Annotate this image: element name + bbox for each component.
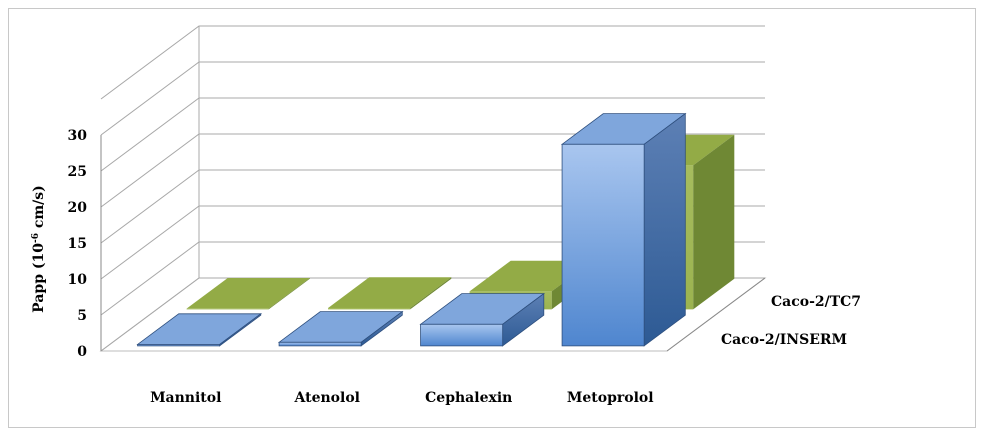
bar-side	[643, 112, 686, 347]
labels-layer: Papp (10-6 cm/s) 0 5 10 15 20 25 30 Mannitol Ate…	[31, 128, 861, 406]
bar-caco-2-tc7-atenolol	[328, 277, 452, 310]
bars-layer	[136, 112, 735, 347]
bar-side	[410, 277, 452, 310]
x-tick-label: Metoprolol	[567, 390, 654, 406]
chart: Papp (10-6 cm/s) 0 5 10 15 20 25 30 Mannitol Ate…	[31, 25, 861, 406]
y-tick-label: 5	[77, 308, 87, 324]
bar-front	[420, 323, 504, 347]
bar-caco-2-inserm-cephalexin	[419, 292, 546, 347]
bar-caco-2-inserm-metoprolol	[560, 112, 687, 347]
depth-series-label: Caco-2/INSERM	[721, 332, 847, 348]
y-tick-label: 0	[77, 344, 87, 360]
bar-front	[186, 308, 269, 310]
y-tick-label: 10	[68, 272, 88, 288]
x-tick-label: Mannitol	[150, 390, 221, 406]
y-tick-label: 25	[68, 164, 87, 180]
bar-caco-2-tc7-mannitol	[186, 278, 310, 310]
chart-frame: Papp (10-6 cm/s) 0 5 10 15 20 25 30 Mannitol Ate…	[8, 8, 976, 428]
y-axis-title: Papp (10-6 cm/s)	[31, 185, 47, 313]
y-tick-label: 20	[68, 200, 88, 216]
bar-caco-2-inserm-mannitol	[136, 312, 263, 347]
x-tick-label: Atenolol	[294, 390, 360, 406]
depth-axis-line	[666, 277, 766, 352]
bar-side	[268, 278, 310, 310]
bar-front	[328, 307, 411, 310]
y-tick-label: 15	[68, 236, 87, 252]
bar-front	[561, 143, 645, 347]
bar-caco-2-inserm-atenolol	[277, 310, 404, 347]
depth-series-label: Caco-2/TC7	[771, 294, 861, 310]
bar-top	[186, 278, 310, 309]
bar-front	[137, 344, 221, 347]
y-tick-label: 30	[68, 128, 88, 144]
bar-side	[693, 134, 735, 310]
bar-front	[278, 341, 362, 347]
x-tick-label: Cephalexin	[425, 390, 512, 406]
bar-top	[328, 277, 452, 308]
